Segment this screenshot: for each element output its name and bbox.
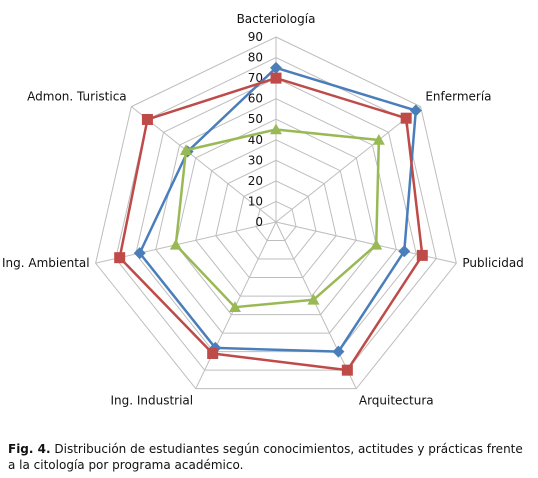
category-label: Bacteriología: [237, 12, 316, 26]
category-label: Admon. Turistica: [27, 90, 127, 104]
tick-label: 30: [248, 153, 263, 167]
grid-ring-60: [155, 98, 397, 334]
grid-ring-70: [135, 77, 417, 353]
series-line: [138, 66, 418, 353]
grid-ring-90: [95, 36, 457, 390]
data-point-triangle: [372, 133, 385, 145]
category-label: Enfermería: [425, 90, 491, 104]
data-point-square: [400, 112, 412, 124]
tick-label: 20: [248, 174, 263, 188]
tick-label: 90: [248, 30, 263, 44]
tick-label: 10: [248, 194, 263, 208]
axis-spoke: [95, 221, 277, 264]
axis-spoke: [275, 106, 421, 223]
series-2: [114, 72, 428, 376]
tick-label: 70: [248, 71, 263, 85]
grid-ring-50: [175, 118, 377, 316]
caption-text: Distribución de estudiantes según conoci…: [8, 442, 523, 472]
data-point-diamond: [270, 61, 282, 74]
data-point-triangle: [370, 238, 383, 250]
axis-spoke: [275, 221, 357, 389]
series-3: [169, 123, 385, 312]
axis-spoke: [131, 106, 277, 223]
tick-label: 60: [248, 92, 263, 106]
category-labels: Bacteriología Enfermería Publicidad Arquite…: [2, 12, 524, 408]
grid-ring-30: [215, 159, 337, 279]
data-point-square: [141, 113, 153, 125]
data-point-diamond: [332, 345, 345, 358]
radar-grid: [95, 36, 457, 390]
radar-axes: [95, 37, 457, 389]
category-label: Publicidad: [462, 256, 523, 270]
tick-label: 50: [248, 112, 263, 126]
data-point-triangle: [307, 293, 320, 305]
data-point-triangle: [228, 301, 241, 312]
data-point-square: [416, 249, 428, 261]
data-point-triangle: [180, 144, 193, 156]
category-label: Ing. Ambiental: [2, 256, 90, 270]
series-lines: [114, 61, 428, 376]
series-1: [133, 61, 422, 358]
category-label: Arquitectura: [359, 394, 434, 408]
grid-ring-10: [255, 200, 297, 242]
category-label: Ing. Industrial: [110, 394, 193, 408]
data-point-square: [114, 252, 126, 264]
data-point-square: [341, 364, 353, 376]
figure-caption: Fig. 4. Distribución de estudiantes segú…: [8, 441, 528, 473]
data-point-diamond: [409, 104, 422, 117]
series-line: [118, 76, 424, 372]
data-point-triangle: [169, 238, 182, 250]
data-point-square: [207, 347, 219, 359]
data-point-diamond: [133, 247, 146, 260]
data-point-diamond: [398, 245, 411, 258]
tick-label: 80: [248, 51, 263, 65]
tick-label: 0: [255, 215, 263, 229]
grid-ring-40: [195, 139, 357, 297]
data-point-triangle: [270, 123, 282, 135]
caption-label: Fig. 4.: [8, 442, 51, 456]
series-line: [174, 128, 381, 309]
grid-ring-20: [235, 180, 317, 260]
data-point-square: [270, 72, 282, 84]
